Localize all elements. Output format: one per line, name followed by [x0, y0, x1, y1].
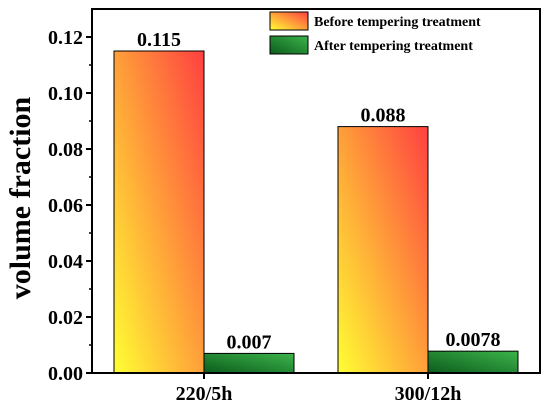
y-tick-label: 0.00 — [48, 363, 83, 385]
y-tick-label: 0.06 — [48, 195, 83, 217]
bar-after-300-12h — [427, 350, 519, 374]
x-axis: 220/5h 300/12h — [176, 373, 462, 405]
data-label-before-300-12h: 0.088 — [361, 105, 406, 127]
y-tick-label: 0.04 — [48, 251, 83, 273]
y-axis: 0.00 0.02 0.04 0.06 0.08 0.10 0.12 — [48, 27, 92, 385]
data-label-after-220-5h: 0.007 — [227, 331, 272, 353]
data-label-before-220-5h: 0.115 — [137, 29, 181, 51]
legend: Before tempering treatment After temperin… — [269, 11, 481, 55]
y-tick-label: 0.08 — [48, 139, 83, 161]
bar-before-220-5h — [113, 50, 205, 374]
data-label-after-300-12h: 0.0078 — [446, 329, 501, 351]
plot-frame — [91, 8, 541, 374]
x-tick-label: 300/12h — [395, 383, 462, 405]
legend-swatch-before — [269, 11, 309, 31]
x-tick-label: 220/5h — [176, 383, 233, 405]
bar-before-300-12h — [337, 126, 429, 374]
legend-swatch-after — [269, 35, 309, 55]
y-tick-label: 0.02 — [48, 307, 83, 329]
y-tick-label: 0.12 — [48, 27, 83, 49]
bar-after-220-5h — [203, 352, 295, 374]
y-tick-label: 0.10 — [48, 83, 83, 105]
legend-label-after: After tempering treatment — [314, 39, 473, 54]
y-axis-title: volume fraction — [4, 96, 37, 299]
legend-label-before: Before tempering treatment — [314, 15, 481, 30]
